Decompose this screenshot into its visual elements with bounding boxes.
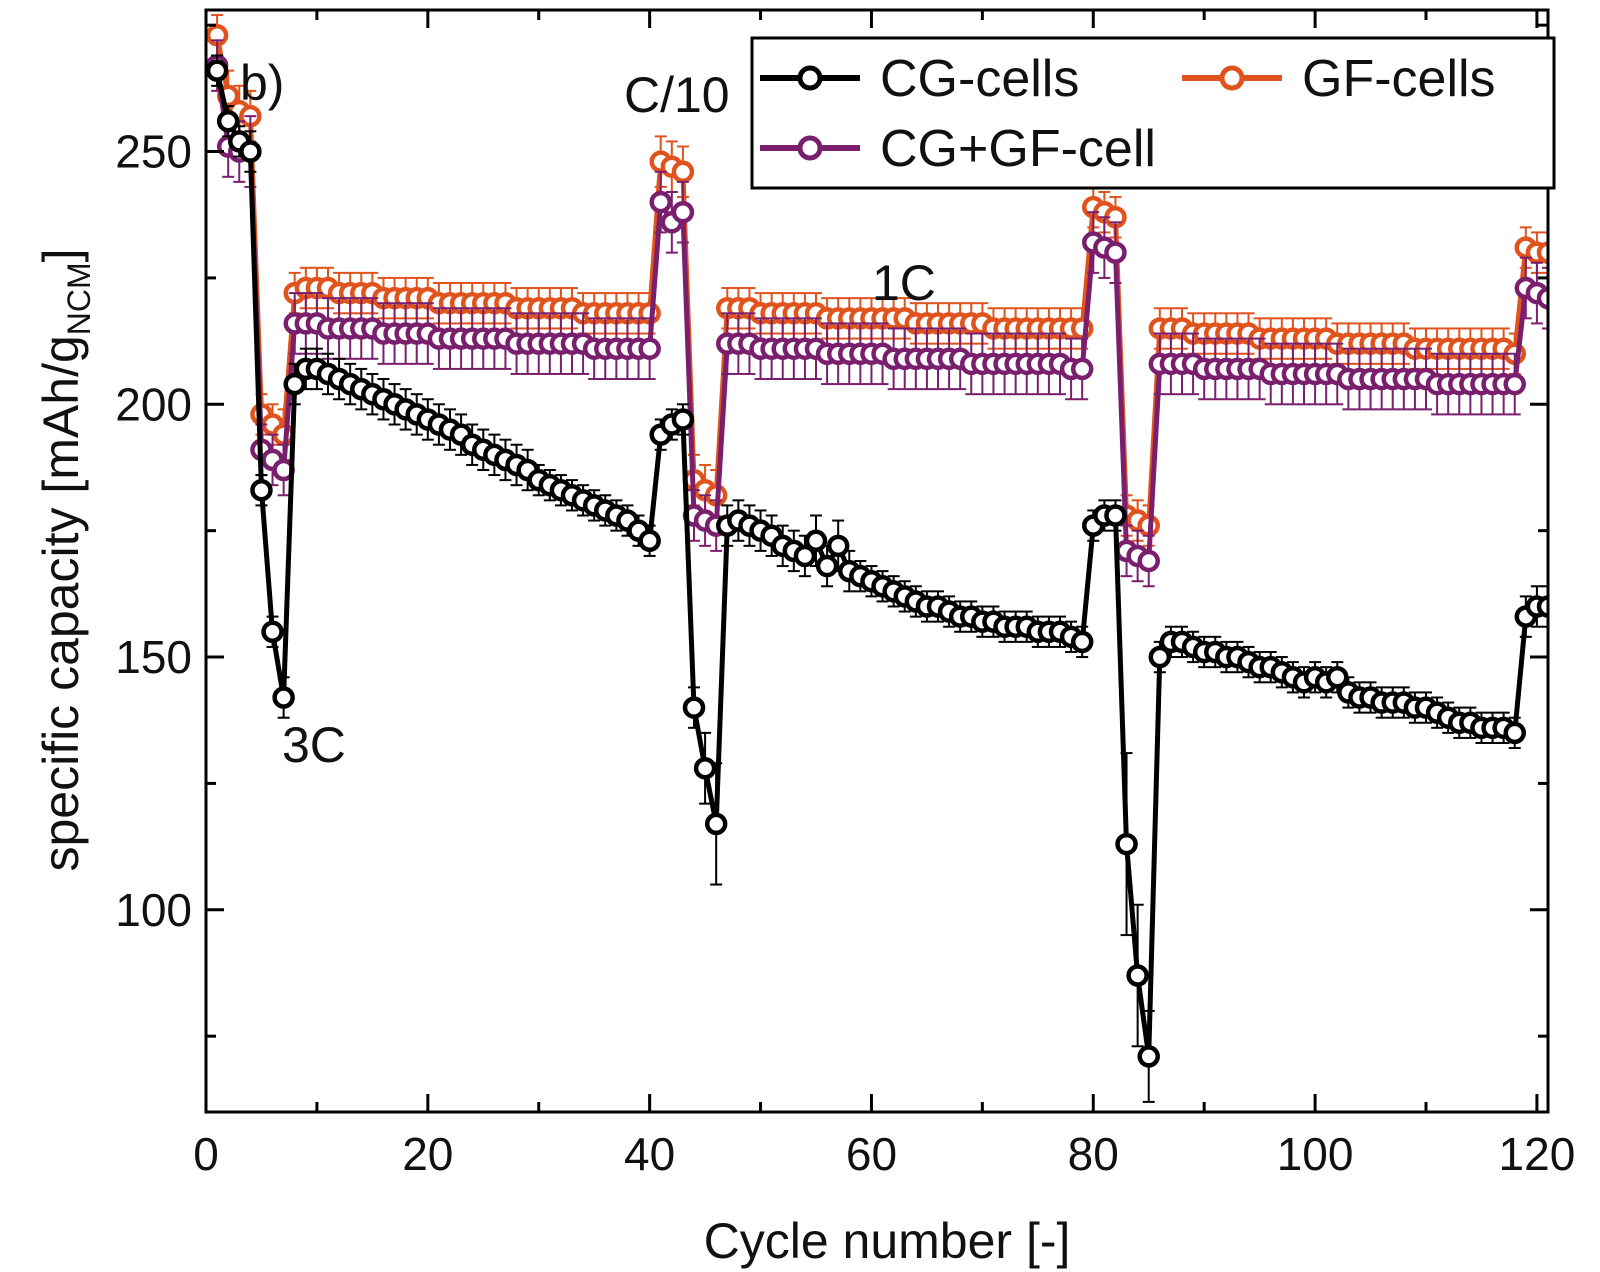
data-point — [1503, 372, 1526, 396]
data-point — [815, 554, 839, 578]
legend-entry-gf: GF-cells — [1182, 50, 1496, 108]
legend-marker-cggf — [797, 135, 823, 161]
data-point — [1148, 645, 1172, 669]
x-tick-label-40: 40 — [624, 1128, 675, 1180]
data-point — [1137, 549, 1160, 573]
data-point — [671, 200, 695, 224]
data-point — [1503, 721, 1526, 745]
annotation-1c: 1C — [872, 255, 936, 311]
data-point — [682, 696, 706, 719]
data-point — [261, 620, 284, 644]
legend-label-cggf: CG+GF-cell — [880, 120, 1156, 178]
legend-label-gf: GF-cells — [1302, 50, 1496, 108]
x-tick-label-60: 60 — [846, 1128, 897, 1180]
y-tick-label-100: 100 — [115, 884, 192, 936]
data-point — [216, 109, 240, 133]
data-point — [793, 544, 817, 568]
series-cg-cells — [206, 54, 1548, 1103]
y-tick-label-150: 150 — [115, 631, 192, 683]
annotation-3c: 3C — [282, 717, 346, 773]
legend: CG-cells GF-cells CG+GF-cell — [750, 36, 1556, 190]
legend-box — [750, 36, 1556, 190]
x-tick-label-0: 0 — [193, 1128, 219, 1180]
data-point — [1126, 964, 1149, 987]
legend-marker-gf — [1219, 65, 1245, 91]
series-cg-gf-cell — [206, 39, 1548, 588]
data-point — [638, 337, 661, 360]
x-axis-label: Cycle number [-] — [704, 1213, 1071, 1269]
data-point — [250, 478, 273, 502]
data-point — [804, 529, 828, 553]
y-axis-label: specific capacity [mAh/gNCM] — [33, 248, 97, 871]
data-point — [1070, 357, 1094, 381]
annotation-1c-text: 1C — [872, 255, 936, 311]
data-point — [283, 372, 306, 396]
data-point — [1536, 286, 1548, 310]
data-point — [1137, 1045, 1160, 1068]
legend-entry-cggf: CG+GF-cell — [760, 120, 1156, 178]
data-point — [1536, 241, 1548, 264]
x-tick-label-120: 120 — [1499, 1128, 1576, 1180]
data-point — [239, 140, 262, 163]
plot-frame — [204, 8, 1550, 1114]
annotation-c10-text: C/10 — [624, 67, 730, 123]
series-line — [214, 70, 1548, 1059]
data-point — [1104, 504, 1127, 527]
y-tick-label-200: 200 — [115, 378, 192, 430]
data-point — [671, 160, 695, 184]
data-point — [1070, 630, 1094, 654]
x-tick-label-100: 100 — [1277, 1128, 1354, 1180]
data-point — [206, 59, 229, 82]
data-point — [1536, 595, 1548, 618]
legend-marker-cg — [797, 65, 823, 91]
data-point — [1104, 241, 1127, 264]
data-point — [826, 534, 850, 558]
x-tick-label-80: 80 — [1068, 1128, 1119, 1180]
data-point — [693, 757, 717, 780]
y-axis-label-sub: NCM — [61, 262, 97, 335]
data-point — [272, 686, 295, 709]
y-axis-label-close: ] — [33, 248, 89, 262]
legend-entry-cg: CG-cells — [760, 50, 1079, 108]
data-point — [638, 529, 661, 553]
annotation-c10: C/10 — [624, 67, 730, 123]
data-point — [1115, 832, 1138, 856]
x-tick-label-20: 20 — [402, 1128, 453, 1180]
data-point — [671, 408, 695, 431]
data-point — [1326, 666, 1349, 689]
annotation-3c-text: 3C — [282, 717, 346, 773]
legend-label-cg: CG-cells — [880, 50, 1079, 108]
data-point — [704, 812, 728, 836]
data-point — [649, 190, 672, 214]
y-axis-label-main: specific capacity [mAh/g — [33, 335, 89, 871]
y-tick-label-250: 250 — [115, 126, 192, 178]
panel-label: b) — [240, 55, 284, 111]
